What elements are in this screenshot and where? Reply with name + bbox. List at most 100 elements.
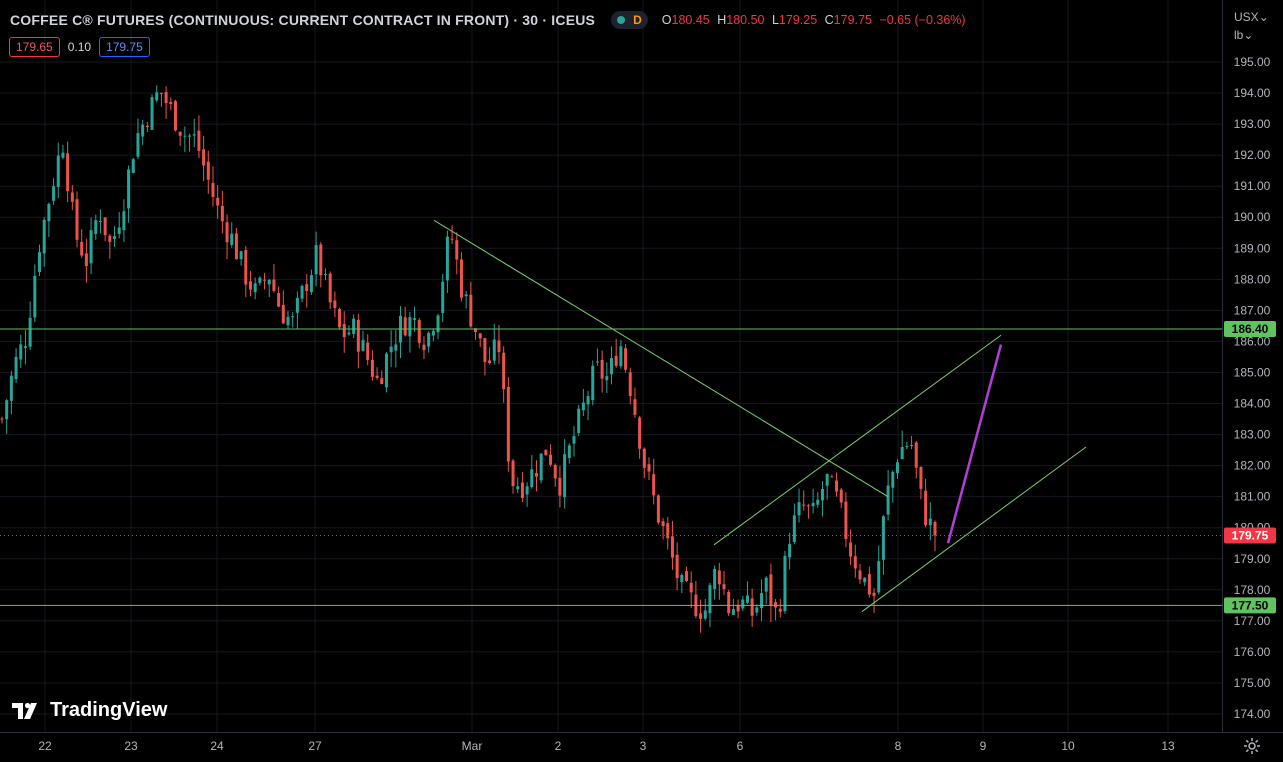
- candle-body: [244, 249, 248, 285]
- candle-body: [497, 340, 501, 353]
- candle-body: [56, 155, 60, 187]
- candle-body: [19, 344, 23, 360]
- candle-body: [689, 582, 693, 593]
- candle-body: [708, 585, 712, 614]
- candle-body: [155, 92, 159, 101]
- candle-body: [802, 504, 806, 506]
- candle-body: [605, 376, 609, 381]
- price-axis[interactable]: 195.00 194.00 193.00 192.00 191.00 190.00 189.…: [1222, 0, 1283, 762]
- trendline[interactable]: [433, 219, 889, 498]
- price-tick-label: 176.00: [1234, 645, 1271, 659]
- price-tick-label: 182.00: [1234, 459, 1271, 473]
- candle-body: [108, 235, 112, 242]
- candle-body: [835, 480, 839, 492]
- price-tick-label: 175.00: [1234, 676, 1271, 690]
- candle-body: [675, 554, 679, 579]
- candle-body: [9, 375, 13, 401]
- ask-price-button[interactable]: 179.75: [99, 37, 150, 57]
- candle-body: [445, 236, 449, 281]
- close-label: C: [824, 13, 834, 27]
- candle-body: [609, 358, 613, 375]
- time-tick-label: 8: [895, 739, 902, 753]
- candle-body: [525, 486, 529, 495]
- market-status[interactable]: D: [611, 11, 648, 29]
- high-value: 180.50: [726, 13, 765, 27]
- candle-body: [806, 505, 810, 507]
- candle-body: [652, 474, 656, 496]
- candle-body: [169, 102, 173, 105]
- trendline[interactable]: [713, 334, 1002, 546]
- symbol-header[interactable]: COFFEE C® FUTURES (CONTINUOUS: CURRENT C…: [10, 9, 970, 31]
- unit-code[interactable]: lb: [1234, 28, 1244, 42]
- candle-body: [338, 308, 342, 328]
- price-tick-label: 190.00: [1234, 210, 1271, 224]
- candle-body: [300, 285, 304, 299]
- candle-body: [872, 592, 876, 597]
- time-tick-label: Mar: [462, 739, 483, 753]
- candle-body: [581, 402, 585, 411]
- candle-body: [544, 449, 548, 456]
- candle-body: [769, 574, 773, 606]
- candle-body: [549, 454, 553, 465]
- candle-body: [417, 320, 421, 343]
- candle-body: [277, 292, 281, 307]
- currency-selector[interactable]: USX⌄ lb⌄: [1234, 8, 1269, 44]
- candle-body: [42, 220, 46, 254]
- candle-body: [488, 360, 492, 364]
- candle-body: [450, 238, 454, 240]
- change-value: −0.65 (−0.36%): [879, 13, 966, 27]
- candle-body: [844, 501, 848, 539]
- last-price-badge: [1224, 527, 1276, 544]
- candle-body: [75, 199, 79, 240]
- candle-body: [127, 169, 131, 209]
- level-price-label: 186.40: [1232, 322, 1269, 336]
- tradingview-logo-icon: [12, 702, 37, 719]
- delayed-badge: D: [633, 13, 642, 27]
- gear-icon[interactable]: [1243, 737, 1261, 755]
- candle-body: [778, 608, 782, 612]
- projection-line[interactable]: [946, 344, 1003, 544]
- trendline[interactable]: [861, 446, 1087, 612]
- candle-body: [211, 182, 215, 198]
- chart-drawings[interactable]: [0, 219, 1222, 612]
- candle-body: [122, 211, 126, 231]
- candle-body: [661, 521, 665, 527]
- candle-body: [755, 607, 759, 613]
- tradingview-logo[interactable]: TradingView: [12, 699, 167, 722]
- bid-price-button[interactable]: 179.65: [9, 37, 60, 57]
- candle-body: [84, 253, 88, 267]
- candle-body: [811, 502, 815, 507]
- candle-body: [647, 464, 651, 472]
- candle-body: [173, 101, 177, 131]
- candle-body: [863, 577, 867, 583]
- time-tick-label: 24: [210, 739, 224, 753]
- candle-body: [595, 361, 599, 363]
- quote-row: 179.65 0.10 179.75: [9, 37, 150, 57]
- candle-body: [858, 570, 862, 580]
- candle-body: [670, 536, 674, 558]
- candle-body: [61, 152, 65, 158]
- candle-body: [131, 159, 135, 174]
- candle-body: [150, 97, 154, 130]
- level-price-label: 177.50: [1232, 598, 1269, 612]
- price-tick-label: 188.00: [1234, 272, 1271, 286]
- candle-body: [141, 124, 145, 137]
- candle-body: [145, 125, 149, 128]
- candle-body: [253, 283, 257, 293]
- candle-body: [928, 518, 932, 526]
- chevron-down-icon: ⌄: [1258, 10, 1269, 24]
- candle-body: [788, 543, 792, 558]
- price-tick-label: 174.00: [1234, 707, 1271, 721]
- currency-code[interactable]: USX: [1234, 10, 1259, 24]
- symbol-title[interactable]: COFFEE C® FUTURES (CONTINUOUS: CURRENT C…: [10, 12, 596, 28]
- candle-body: [919, 466, 923, 489]
- time-axis[interactable]: 22 23 24 27 Mar 2 3 6 8 9 10 13: [0, 732, 1283, 754]
- candlestick-series: [0, 85, 937, 633]
- candle-body: [286, 316, 290, 326]
- candle-body: [356, 319, 360, 352]
- candle-body: [600, 359, 604, 379]
- candle-body: [333, 300, 337, 309]
- candle-body: [628, 372, 632, 397]
- candle-body: [5, 400, 9, 420]
